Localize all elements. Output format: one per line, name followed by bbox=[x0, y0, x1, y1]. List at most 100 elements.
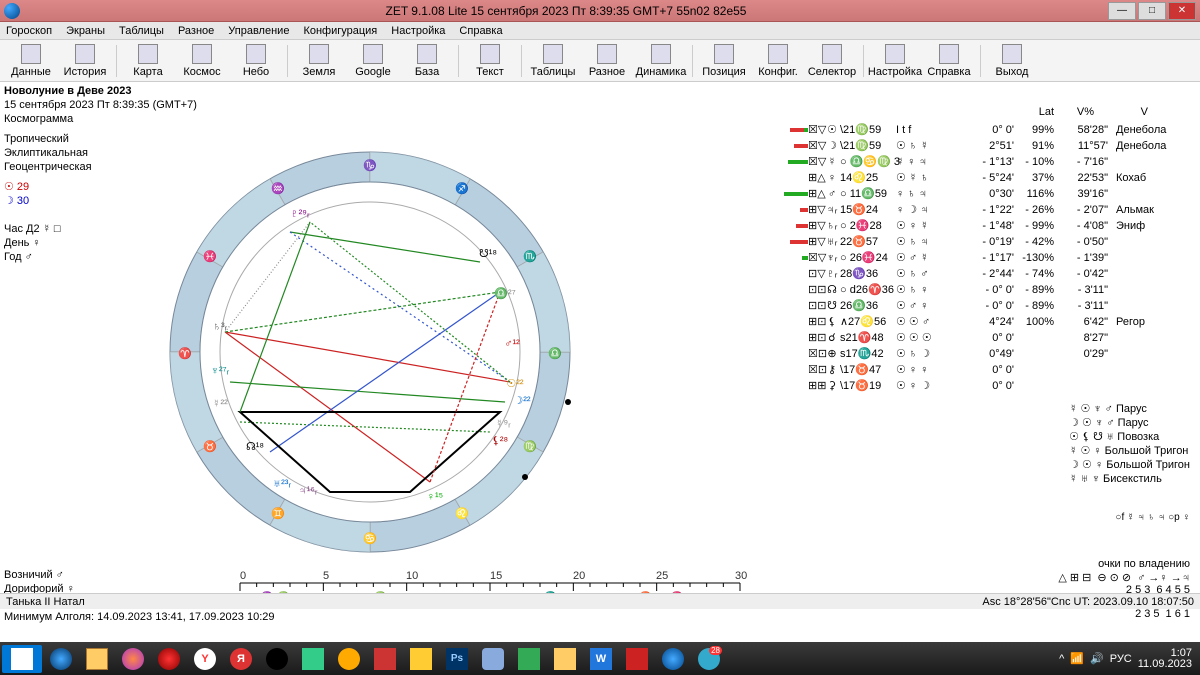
planet-table: ☒▽☉\21♍59I t f0° 0'99%58'28"Денебола☒▽☽\… bbox=[760, 122, 1166, 394]
year-ruler: Год ♂ bbox=[4, 250, 61, 264]
tool-Таблицы[interactable]: Таблицы bbox=[528, 44, 578, 78]
tool-Позиция[interactable]: Позиция bbox=[699, 44, 749, 78]
tool-Разное[interactable]: Разное bbox=[582, 44, 632, 78]
planet-row: ☒⊡⊕s17♏42☉ ♄ ☽0°49'0'29" bbox=[760, 346, 1166, 362]
planet-row: ⊞▽♄ᵣ○ 2♓28☉ ♀ ☿- 1°48'- 99%- 4'08"Эниф bbox=[760, 218, 1166, 234]
svg-text:☋¹⁸: ☋¹⁸ bbox=[479, 248, 497, 260]
svg-text:30: 30 bbox=[735, 571, 747, 582]
task-app4[interactable] bbox=[332, 645, 366, 673]
task-folder[interactable] bbox=[548, 645, 582, 673]
chart-datetime: 15 сентября 2023 Пт 8:39:35 (GMT+7) bbox=[4, 98, 197, 112]
svg-text:☉²²: ☉²² bbox=[506, 378, 524, 390]
tool-Настройка[interactable]: Настройка bbox=[870, 44, 920, 78]
status-left: Танька II Натал bbox=[6, 596, 85, 608]
menu-Конфигурация[interactable]: Конфигурация bbox=[303, 25, 377, 37]
planet-row: ⊞△♀14♌25☉ ☿ ♄- 5°24'37%22'53"Кохаб bbox=[760, 170, 1166, 186]
tray-volume-icon[interactable]: 🔊 bbox=[1090, 652, 1104, 665]
svg-text:☊¹⁸: ☊¹⁸ bbox=[246, 441, 264, 453]
aspect-configurations: ☿ ☉ ♆ ♂ Парус☽ ☉ ♆ ♂ Парус☉ ⚸ ☋ ♅ Повозк… bbox=[1069, 402, 1190, 486]
tool-История[interactable]: История bbox=[60, 44, 110, 78]
svg-text:♌: ♌ bbox=[455, 507, 469, 520]
planet-row: ⊞⊡☌s21♈48☉ ☉ ☉0° 0'8'27" bbox=[760, 330, 1166, 346]
hour-ruler: Час Д2 ☿ □ bbox=[4, 222, 61, 236]
menu-Разное[interactable]: Разное bbox=[178, 25, 214, 37]
tool-Космос[interactable]: Космос bbox=[177, 44, 227, 78]
planet-row: ☒▽☿○ ♎♋♍ 3☿ ♀ ♃- 1°13'- 10%- 7'16" bbox=[760, 154, 1166, 170]
statusbar: Танька II Натал Asc 18°28'56"Cnc UT: 202… bbox=[0, 593, 1200, 609]
task-word[interactable]: W bbox=[584, 645, 618, 673]
task-opera[interactable] bbox=[152, 645, 186, 673]
svg-text:♅²³ᵣ: ♅²³ᵣ bbox=[273, 478, 292, 490]
tool-Google[interactable]: Google bbox=[348, 44, 398, 78]
task-app5[interactable] bbox=[368, 645, 402, 673]
menubar: Гороскоп Экраны Таблицы Разное Управление Кон… bbox=[0, 22, 1200, 40]
svg-text:♏: ♏ bbox=[523, 250, 537, 263]
svg-text:♉: ♉ bbox=[203, 440, 217, 453]
task-pdf[interactable] bbox=[620, 645, 654, 673]
svg-text:☽²²: ☽²² bbox=[513, 395, 531, 407]
tool-Выход[interactable]: Выход bbox=[987, 44, 1037, 78]
task-app8[interactable] bbox=[512, 645, 546, 673]
tool-Земля[interactable]: Земля bbox=[294, 44, 344, 78]
minimize-button[interactable]: — bbox=[1108, 2, 1136, 20]
tool-Динамика[interactable]: Динамика bbox=[636, 44, 686, 78]
menu-Настройка[interactable]: Настройка bbox=[391, 25, 445, 37]
menu-Таблицы[interactable]: Таблицы bbox=[119, 25, 164, 37]
task-app2[interactable] bbox=[260, 645, 294, 673]
tool-Конфиг.[interactable]: Конфиг. bbox=[753, 44, 803, 78]
tool-Селектор[interactable]: Селектор bbox=[807, 44, 857, 78]
tool-Данные[interactable]: Данные bbox=[6, 44, 56, 78]
menu-Управление[interactable]: Управление bbox=[228, 25, 289, 37]
svg-text:♒: ♒ bbox=[271, 182, 285, 195]
planet-row: ⊞▽♅ᵣ22♉57☉ ♄ ♃- 0°19'- 42%- 0'50" bbox=[760, 234, 1166, 250]
svg-text:☿²²: ☿²² bbox=[212, 398, 228, 410]
svg-text:15: 15 bbox=[490, 571, 502, 582]
menu-Экраны[interactable]: Экраны bbox=[66, 25, 105, 37]
tray-network-icon[interactable]: 📶 bbox=[1070, 652, 1084, 665]
window-titlebar: ZET 9.1.08 Lite 15 сентября 2023 Пт 8:39… bbox=[0, 0, 1200, 22]
tool-База[interactable]: База bbox=[402, 44, 452, 78]
task-zet[interactable] bbox=[656, 645, 690, 673]
tray-lang[interactable]: РУС bbox=[1110, 653, 1132, 665]
svg-text:♋: ♋ bbox=[363, 532, 377, 545]
config-line: ☽ ☉ ♀ Большой Тригон bbox=[1069, 458, 1190, 472]
task-app7[interactable] bbox=[476, 645, 510, 673]
svg-text:♇²⁹ᵣ: ♇²⁹ᵣ bbox=[290, 208, 310, 220]
table-headers: Lat V% V bbox=[760, 106, 1148, 118]
task-app1[interactable]: Я bbox=[224, 645, 258, 673]
task-yandex[interactable]: Y bbox=[188, 645, 222, 673]
start-button[interactable] bbox=[2, 645, 42, 673]
task-firefox[interactable] bbox=[116, 645, 150, 673]
taskbar: Y Я Ps W 28 ^ 📶 🔊 РУС 1:0711.09.2023 bbox=[0, 642, 1200, 675]
close-button[interactable]: ✕ bbox=[1168, 2, 1196, 20]
task-app6[interactable] bbox=[404, 645, 438, 673]
tool-Справка[interactable]: Справка bbox=[924, 44, 974, 78]
svg-text:♑: ♑ bbox=[363, 159, 377, 172]
task-ps[interactable]: Ps bbox=[440, 645, 474, 673]
svg-text:5: 5 bbox=[323, 571, 329, 582]
window-title: ZET 9.1.08 Lite 15 сентября 2023 Пт 8:39… bbox=[24, 4, 1108, 18]
app-icon bbox=[4, 3, 20, 19]
task-telegram[interactable]: 28 bbox=[692, 645, 726, 673]
maximize-button[interactable]: □ bbox=[1138, 2, 1166, 20]
svg-text:20: 20 bbox=[573, 571, 585, 582]
tray-chevron-icon[interactable]: ^ bbox=[1059, 653, 1064, 665]
svg-text:⚸²⁸: ⚸²⁸ bbox=[492, 435, 508, 447]
planet-row: ⊞△♂○ 11♎59♀ ♄ ♃0°30'116%39'16" bbox=[760, 186, 1166, 202]
tool-Небо[interactable]: Небо bbox=[231, 44, 281, 78]
planet-row: ⊡⊡☊○ d26♈36☉ ♄ ♀- 0° 0'- 89%- 3'11" bbox=[760, 282, 1166, 298]
tray-clock[interactable]: 1:0711.09.2023 bbox=[1138, 648, 1192, 670]
config-line: ☿ ♅ ♆ Бисекстиль bbox=[1069, 472, 1190, 486]
config-line: ☿ ☉ ♆ ♂ Парус bbox=[1069, 402, 1190, 416]
task-edge[interactable] bbox=[44, 645, 78, 673]
task-app3[interactable] bbox=[296, 645, 330, 673]
menu-Гороскоп[interactable]: Гороскоп bbox=[6, 25, 52, 37]
task-explorer[interactable] bbox=[80, 645, 114, 673]
svg-text:☿⁹ᵣ: ☿⁹ᵣ bbox=[495, 418, 511, 430]
system-tray[interactable]: ^ 📶 🔊 РУС 1:0711.09.2023 bbox=[1059, 648, 1198, 670]
svg-text:♆²⁷ᵣ: ♆²⁷ᵣ bbox=[211, 365, 230, 377]
tool-Карта[interactable]: Карта bbox=[123, 44, 173, 78]
menu-Справка[interactable]: Справка bbox=[459, 25, 502, 37]
tool-Текст[interactable]: Текст bbox=[465, 44, 515, 78]
toolbar: ДанныеИстория КартаКосмосНебо ЗемляGoogleБ… bbox=[0, 40, 1200, 82]
